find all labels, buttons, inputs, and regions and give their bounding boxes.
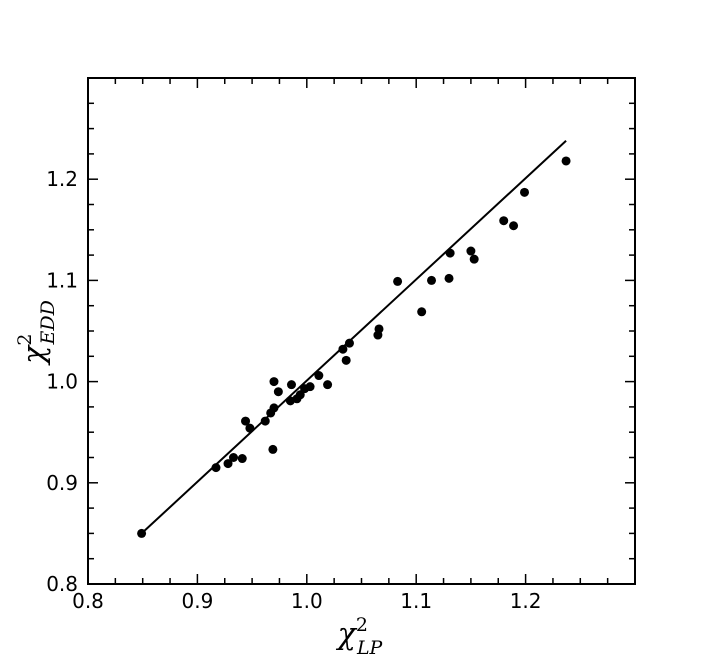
x-tick-label: 0.8 <box>72 589 104 613</box>
data-point <box>237 454 247 464</box>
y-axis-label: χ2EDD <box>14 300 59 366</box>
axis-ticks <box>87 77 636 585</box>
y-tick-label: 1.2 <box>46 167 78 191</box>
x-axis-label: χ2 LP <box>336 614 384 656</box>
data-point <box>223 459 233 469</box>
data-point <box>260 416 270 426</box>
data-point <box>444 273 454 283</box>
data-point <box>286 380 296 390</box>
data-point <box>137 528 147 538</box>
data-point <box>499 216 509 226</box>
y-tick-label: 1.0 <box>46 370 78 394</box>
x-tick-label: 1.0 <box>291 589 323 613</box>
data-point <box>341 355 351 365</box>
data-point <box>273 387 283 397</box>
y-axis-label-sub: EDD <box>37 300 59 345</box>
x-axis-label-sup: 2 <box>356 614 368 636</box>
data-point <box>229 453 239 462</box>
data-point <box>245 423 255 433</box>
fit-line <box>140 140 567 535</box>
data-point <box>445 248 455 258</box>
data-point <box>211 463 221 473</box>
data-point <box>323 380 333 390</box>
x-tick-label: 1.1 <box>400 589 432 613</box>
axis-tick-labels: 0.8 0.9 1.0 1.1 1.2 0.8 0.9 1.0 1.1 1.2 <box>46 167 541 613</box>
data-point <box>269 403 279 413</box>
data-point <box>509 221 519 231</box>
y-tick-label: 0.8 <box>46 572 78 596</box>
y-axis-label-group: χ2EDD <box>14 300 59 366</box>
data-point <box>561 156 571 166</box>
y-axis-label-base: χ <box>17 344 52 366</box>
data-point <box>268 444 278 454</box>
y-axis-label-sup: 2 <box>14 334 36 346</box>
x-tick-label: 0.9 <box>181 589 213 613</box>
x-tick-label: 1.2 <box>510 589 542 613</box>
data-series <box>137 140 571 538</box>
x-axis-label-sub: LP <box>356 637 384 656</box>
data-point <box>374 324 384 334</box>
data-point <box>393 276 403 286</box>
data-point <box>338 344 348 354</box>
data-point <box>305 382 315 392</box>
data-point <box>344 338 354 348</box>
y-tick-label: 1.1 <box>46 268 78 292</box>
data-point <box>269 377 279 387</box>
data-point <box>520 187 530 197</box>
data-point <box>466 246 476 256</box>
data-point <box>469 254 479 264</box>
data-point <box>417 307 427 317</box>
data-point <box>314 371 324 381</box>
x-axis-label-base: χ <box>336 617 358 652</box>
data-point <box>241 416 251 426</box>
data-point <box>427 275 437 285</box>
y-tick-label: 0.9 <box>46 471 78 495</box>
